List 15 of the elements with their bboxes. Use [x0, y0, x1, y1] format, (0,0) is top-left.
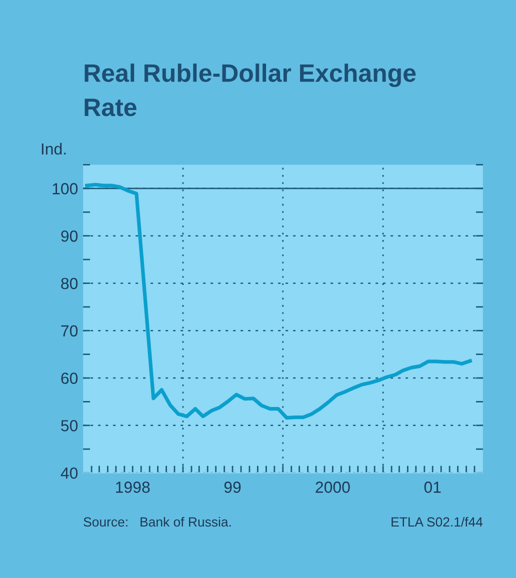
x-tick-label: 2000	[316, 482, 350, 493]
y-tick-label: 80	[61, 278, 78, 290]
y-tick-label: 70	[61, 325, 78, 337]
y-tick-label: 50	[61, 420, 78, 432]
y-tick-label: 100	[52, 183, 78, 194]
y-tick-label: 40	[60, 467, 78, 479]
x-tick-label: 99	[224, 482, 241, 493]
y-axis-title: Ind.	[42, 142, 66, 155]
chart-title: Real Ruble-Dollar Exchange Rate	[84, 64, 416, 116]
text: ETLA S02.1/f44	[392, 516, 483, 527]
y-tick-label: 60	[61, 372, 78, 384]
x-tick-label: 01	[424, 482, 441, 493]
source-note: Source: Bank of Russia.	[84, 516, 231, 527]
y-tick-label: 90	[61, 230, 78, 242]
x-tick-label: 1998	[116, 482, 150, 493]
